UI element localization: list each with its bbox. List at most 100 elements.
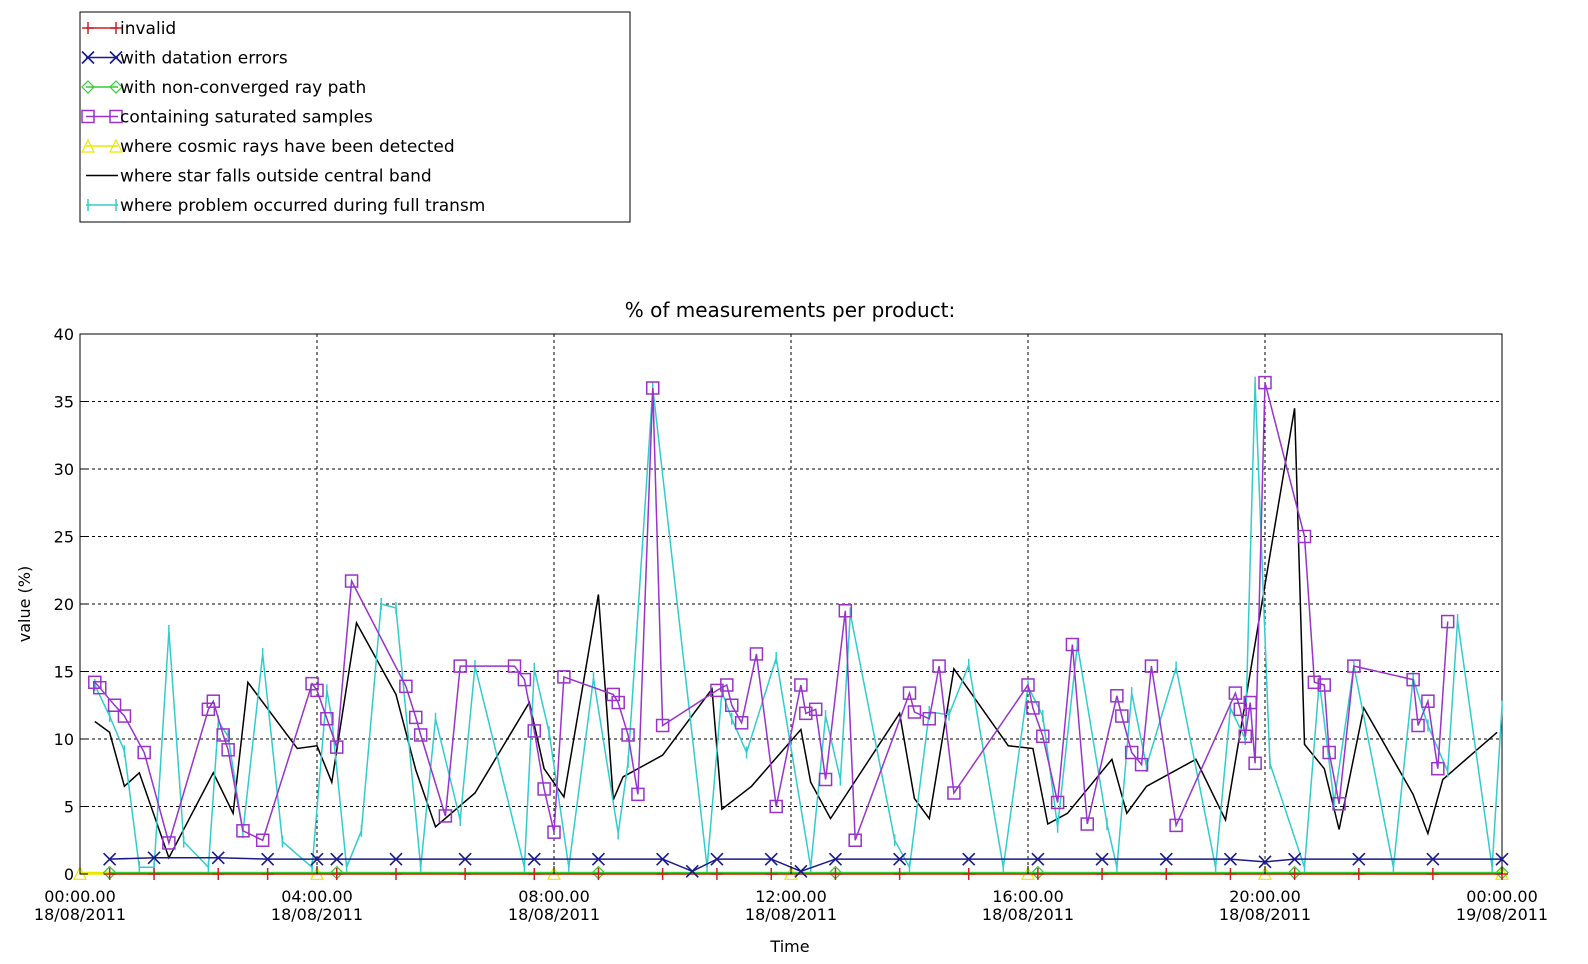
data-point (769, 799, 783, 814)
x-tick-date: 18/08/2011 (745, 905, 837, 924)
data-point (1307, 675, 1322, 690)
legend-label: where cosmic rays have been detected (120, 137, 455, 157)
data-point (1406, 672, 1420, 687)
data-point (808, 702, 823, 717)
data-point (310, 683, 324, 698)
data-point (1322, 745, 1336, 760)
data-point (656, 868, 669, 880)
data-point (1160, 868, 1173, 880)
x-tick-time: 12:00.00 (755, 887, 827, 906)
x-tick-time: 16:00.00 (992, 887, 1064, 906)
data-point (409, 710, 423, 725)
data-point (1352, 868, 1365, 880)
legend-marker (109, 138, 123, 153)
series-3 (88, 375, 1455, 850)
data-point (261, 868, 274, 880)
data-point (137, 745, 151, 760)
y-tick-label: 40 (54, 325, 74, 344)
y-tick-label: 30 (54, 460, 74, 479)
data-point (829, 868, 842, 880)
series-5 (94, 408, 1498, 860)
data-point (962, 852, 976, 866)
x-tick-time: 00:00.00 (44, 887, 116, 906)
x-tick-time: 00:00.00 (1466, 887, 1538, 906)
x-tick-date: 18/08/2011 (271, 905, 363, 924)
x-tick-date: 18/08/2011 (982, 905, 1074, 924)
data-point (828, 852, 843, 866)
x-tick-time: 04:00.00 (281, 887, 353, 906)
data-point (606, 687, 620, 702)
data-point (547, 825, 561, 839)
data-point (591, 852, 606, 866)
legend-label: invalid (120, 19, 176, 39)
y-tick-label: 5 (64, 798, 74, 817)
data-point (656, 852, 670, 866)
series-0 (103, 868, 1508, 880)
y-tick-label: 20 (54, 595, 74, 614)
data-point (1169, 818, 1183, 833)
legend-label: containing saturated samples (120, 108, 373, 128)
data-point (893, 852, 907, 866)
legend-label: with non-converged ray path (120, 78, 366, 98)
data-point (261, 852, 275, 866)
legend-marker (81, 109, 95, 124)
data-point (162, 836, 176, 850)
legend-marker (109, 50, 123, 65)
data-point (710, 852, 724, 866)
legend: invalid with datation errors with non-conv… (79, 11, 631, 223)
data-point (236, 824, 250, 838)
x-tick-date: 18/08/2011 (34, 905, 126, 924)
series-1 (103, 851, 1509, 878)
data-point (1317, 678, 1331, 692)
data-point (201, 702, 216, 717)
data-point (1228, 686, 1243, 700)
data-point (947, 786, 961, 800)
data-point (1110, 689, 1124, 703)
legend-marker (109, 109, 123, 124)
data-point (1332, 797, 1346, 811)
data-point (453, 659, 467, 673)
y-axis-title: value (%) (15, 566, 34, 642)
legend-box (79, 11, 631, 223)
data-point (438, 809, 453, 823)
data-point (93, 680, 107, 695)
data-point (794, 678, 808, 692)
data-point (211, 851, 225, 865)
chart-title: % of measurements per product: (625, 298, 956, 322)
legend-label: where problem occurred during full trans… (120, 196, 485, 216)
data-point (330, 868, 343, 880)
data-point (255, 833, 270, 847)
data-point (902, 686, 917, 700)
data-point (848, 833, 862, 847)
y-tick-label: 35 (54, 393, 74, 412)
data-point (1159, 852, 1173, 866)
data-point (1288, 868, 1301, 880)
data-point (764, 852, 778, 866)
legend-marker (81, 80, 95, 94)
data-point (1495, 852, 1509, 866)
data-point (631, 787, 645, 802)
data-point (1065, 637, 1080, 652)
data-point (1426, 852, 1440, 866)
data-point (389, 852, 403, 866)
data-point (528, 868, 541, 880)
data-point (1347, 659, 1361, 673)
x-tick-time: 20:00.00 (1229, 887, 1301, 906)
y-axis: 0 5 10 15 20 25 30 35 40 (54, 325, 88, 884)
data-point (1238, 729, 1252, 744)
data-point (216, 728, 230, 742)
x-tick-time: 08:00.00 (518, 887, 590, 906)
data-point (1031, 868, 1044, 880)
legend-marker (109, 80, 123, 94)
legend-marker (81, 138, 95, 153)
data-point (1031, 852, 1045, 866)
data-point (507, 659, 522, 673)
y-tick-label: 0 (64, 865, 74, 884)
data-point (922, 712, 936, 726)
data-point (537, 782, 551, 796)
data-point (932, 659, 946, 673)
data-point (1144, 659, 1159, 673)
data-point (907, 705, 922, 719)
series-line (94, 382, 1503, 870)
data-point (1224, 868, 1237, 880)
